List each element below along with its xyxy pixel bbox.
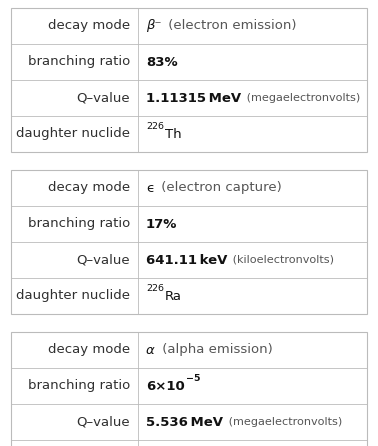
Text: (electron capture): (electron capture) bbox=[157, 182, 282, 194]
Text: Th: Th bbox=[165, 128, 181, 140]
Text: 5.536 MeV: 5.536 MeV bbox=[146, 416, 223, 429]
Text: β⁻: β⁻ bbox=[146, 20, 161, 33]
Text: ϵ: ϵ bbox=[146, 182, 154, 194]
Text: branching ratio: branching ratio bbox=[28, 380, 130, 392]
Bar bbox=[11, 332, 367, 446]
Text: Q–value: Q–value bbox=[76, 416, 130, 429]
Text: daughter nuclide: daughter nuclide bbox=[16, 128, 130, 140]
Bar bbox=[11, 8, 367, 152]
Text: 17%: 17% bbox=[146, 218, 177, 231]
Text: α: α bbox=[146, 343, 155, 356]
Text: 1.11315 MeV: 1.11315 MeV bbox=[146, 91, 241, 104]
Bar bbox=[11, 170, 367, 314]
Text: decay mode: decay mode bbox=[48, 343, 130, 356]
Text: (kiloelectronvolts): (kiloelectronvolts) bbox=[229, 255, 335, 265]
Text: 6×10: 6×10 bbox=[146, 380, 185, 392]
Text: (megaelectronvolts): (megaelectronvolts) bbox=[225, 417, 342, 427]
Text: 641.11 keV: 641.11 keV bbox=[146, 253, 227, 267]
Text: decay mode: decay mode bbox=[48, 182, 130, 194]
Text: Q–value: Q–value bbox=[76, 91, 130, 104]
Text: (megaelectronvolts): (megaelectronvolts) bbox=[243, 93, 360, 103]
Text: (alpha emission): (alpha emission) bbox=[158, 343, 273, 356]
Text: branching ratio: branching ratio bbox=[28, 55, 130, 69]
Text: 83%: 83% bbox=[146, 55, 178, 69]
Text: (electron emission): (electron emission) bbox=[164, 20, 297, 33]
Text: Ra: Ra bbox=[165, 289, 182, 302]
Text: branching ratio: branching ratio bbox=[28, 218, 130, 231]
Text: −5: −5 bbox=[186, 374, 200, 383]
Text: Q–value: Q–value bbox=[76, 253, 130, 267]
Text: 226: 226 bbox=[146, 284, 164, 293]
Text: decay mode: decay mode bbox=[48, 20, 130, 33]
Text: daughter nuclide: daughter nuclide bbox=[16, 289, 130, 302]
Text: 226: 226 bbox=[146, 122, 164, 131]
